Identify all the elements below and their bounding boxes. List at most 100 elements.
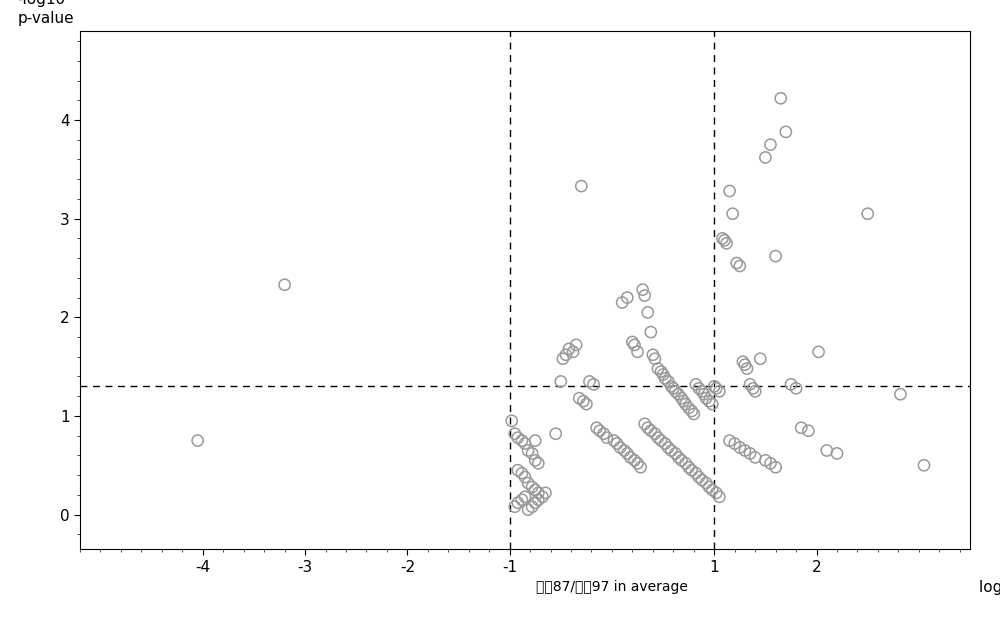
Point (783, 379, 799, 389)
Point (527, 498, 543, 508)
Point (645, 350, 661, 360)
Point (667, 386, 683, 396)
Point (640, 423, 656, 433)
Point (732, 261, 748, 271)
Point (701, 482, 717, 492)
Point (635, 285, 651, 295)
Point (565, 347, 581, 357)
Point (637, 419, 653, 429)
Point (650, 364, 666, 374)
Point (650, 432, 666, 442)
Point (520, 505, 536, 515)
Text: 云烟87/云烟97 in average: 云烟87/云烟97 in average (536, 580, 688, 594)
Point (527, 436, 543, 446)
Point (524, 502, 540, 512)
Point (684, 406, 700, 416)
Point (694, 386, 710, 396)
Point (575, 396, 591, 406)
Point (670, 452, 686, 462)
Point (684, 466, 700, 475)
Point (663, 381, 679, 391)
Point (561, 344, 577, 354)
Point (277, 280, 293, 290)
Point (596, 429, 612, 439)
Point (747, 386, 763, 396)
Point (527, 485, 543, 495)
Point (643, 327, 659, 337)
Point (674, 393, 690, 403)
Point (708, 488, 724, 498)
Point (742, 379, 758, 389)
Point (653, 366, 669, 376)
Point (708, 383, 724, 393)
Point (704, 399, 720, 409)
Point (660, 442, 676, 452)
Point (793, 423, 809, 433)
Point (811, 347, 827, 357)
Point (725, 208, 741, 218)
Point (800, 426, 816, 436)
Point (747, 452, 763, 462)
Point (768, 251, 784, 261)
Point (573, 181, 589, 191)
Point (548, 429, 564, 439)
Point (727, 439, 743, 449)
Point (190, 436, 206, 446)
Point (534, 492, 550, 502)
Point (742, 449, 758, 459)
Point (706, 381, 722, 391)
Point (819, 446, 835, 456)
Point (527, 456, 543, 466)
Point (916, 461, 932, 470)
Point (517, 439, 533, 449)
Point (667, 449, 683, 459)
Point (633, 462, 649, 472)
Point (722, 436, 738, 446)
Point (701, 396, 717, 406)
Point (517, 472, 533, 482)
Point (719, 238, 735, 248)
Point (530, 488, 546, 498)
Point (711, 386, 727, 396)
Point (653, 436, 669, 446)
Point (589, 423, 605, 433)
Point (670, 389, 686, 399)
Point (586, 379, 602, 389)
Point (737, 359, 753, 369)
Point (647, 354, 663, 364)
Point (732, 442, 748, 452)
Point (745, 383, 761, 393)
Point (681, 403, 697, 413)
Point (694, 475, 710, 485)
Point (622, 452, 638, 462)
Point (678, 458, 694, 468)
Point (606, 436, 622, 446)
Point (711, 492, 727, 502)
Point (609, 439, 625, 449)
Point (647, 429, 663, 439)
Point (514, 495, 530, 505)
Point (688, 379, 704, 389)
Point (657, 439, 673, 449)
Point (514, 468, 530, 478)
Point (729, 258, 745, 268)
Point (592, 426, 608, 436)
Point (578, 399, 594, 409)
Point (674, 456, 690, 466)
Point (517, 492, 533, 502)
Point (507, 502, 523, 512)
Point (722, 186, 738, 196)
Point (504, 416, 520, 426)
Point (553, 376, 569, 386)
Point (757, 152, 773, 162)
Point (763, 458, 779, 468)
Point (524, 449, 540, 459)
Point (507, 429, 523, 439)
Point (714, 233, 730, 243)
Point (537, 488, 553, 498)
Point (640, 308, 656, 318)
Point (520, 446, 536, 456)
Point (691, 472, 707, 482)
Point (520, 478, 536, 488)
Point (735, 357, 751, 367)
